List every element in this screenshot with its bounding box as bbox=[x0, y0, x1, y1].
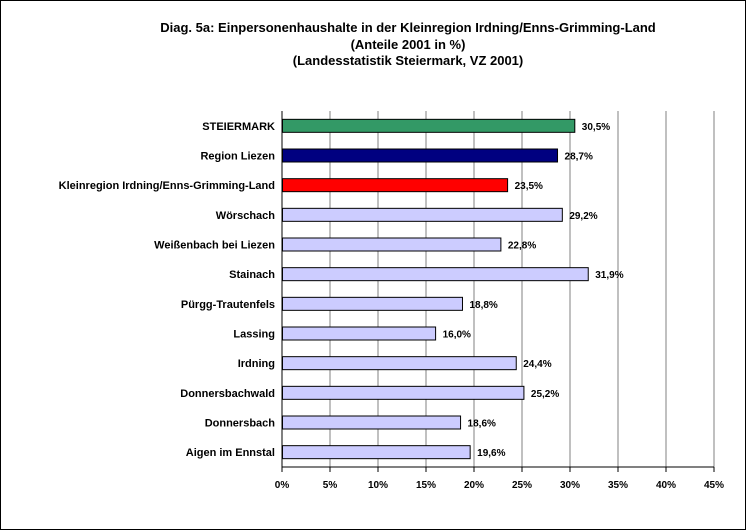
bar bbox=[282, 118, 576, 133]
bar bbox=[282, 267, 589, 282]
value-label: 28,7% bbox=[565, 152, 593, 163]
category-labels: STEIERMARK Region Liezen Kleinregion Irdni… bbox=[59, 121, 276, 459]
bar bbox=[282, 296, 463, 311]
value-label: 29,2% bbox=[569, 211, 597, 222]
bar bbox=[282, 326, 437, 341]
category-label: Weißenbach bei Liezen bbox=[154, 240, 275, 252]
value-label: 23,5% bbox=[515, 181, 543, 192]
x-tick-label: 30% bbox=[560, 480, 580, 491]
value-label: 25,2% bbox=[531, 389, 559, 400]
x-tick-label: 35% bbox=[608, 480, 628, 491]
bar bbox=[282, 237, 502, 252]
category-label: Donnersbachwald bbox=[180, 388, 275, 400]
category-label: Aigen im Ennstal bbox=[186, 447, 275, 459]
category-label: STEIERMARK bbox=[202, 121, 275, 133]
value-label: 31,9% bbox=[595, 270, 623, 281]
bar bbox=[282, 148, 559, 163]
value-label: 18,6% bbox=[468, 419, 496, 430]
value-label: 24,4% bbox=[523, 359, 551, 370]
chart-subtitle: (Anteile 2001 in %) bbox=[351, 37, 466, 52]
category-label: Irdning bbox=[238, 358, 275, 370]
value-label: 16,0% bbox=[443, 330, 471, 341]
category-label: Donnersbach bbox=[205, 418, 276, 430]
bar bbox=[282, 415, 462, 430]
value-label: 22,8% bbox=[508, 241, 536, 252]
x-tick-label: 5% bbox=[323, 480, 338, 491]
x-tick-label: 15% bbox=[416, 480, 436, 491]
category-label: Wörschach bbox=[216, 210, 276, 222]
x-tick-label: 20% bbox=[464, 480, 484, 491]
value-label: 30,5% bbox=[582, 122, 610, 133]
x-tick-label: 40% bbox=[656, 480, 676, 491]
x-axis-ticks: 0% 5% 10% 15% 20% 25% 30% 35% 40% 45% bbox=[275, 467, 724, 491]
gridlines bbox=[281, 111, 715, 468]
bar bbox=[282, 445, 471, 460]
value-labels: 30,5% 28,7% 23,5% 29,2% 22,8% 31,9% 18,8% 16,0%… bbox=[443, 122, 624, 459]
category-label: Kleinregion Irdning/Enns-Grimming-Land bbox=[59, 180, 275, 192]
value-label: 18,8% bbox=[469, 300, 497, 311]
category-label: Stainach bbox=[229, 269, 275, 281]
bar bbox=[282, 178, 509, 193]
category-label: Region Liezen bbox=[200, 151, 275, 163]
x-tick-label: 0% bbox=[275, 480, 290, 491]
bars bbox=[282, 118, 589, 460]
bar bbox=[282, 207, 563, 222]
x-tick-label: 10% bbox=[368, 480, 388, 491]
bar bbox=[282, 385, 525, 400]
value-label: 19,6% bbox=[477, 448, 505, 459]
bar bbox=[282, 356, 517, 371]
category-label: Lassing bbox=[233, 329, 275, 341]
chart-title: Diag. 5a: Einpersonenhaushalte in der Kl… bbox=[160, 20, 656, 35]
category-label: Pürgg-Trautenfels bbox=[181, 299, 275, 311]
x-tick-label: 25% bbox=[512, 480, 532, 491]
x-tick-label: 45% bbox=[704, 480, 724, 491]
chart-source: (Landesstatistik Steiermark, VZ 2001) bbox=[293, 53, 524, 68]
